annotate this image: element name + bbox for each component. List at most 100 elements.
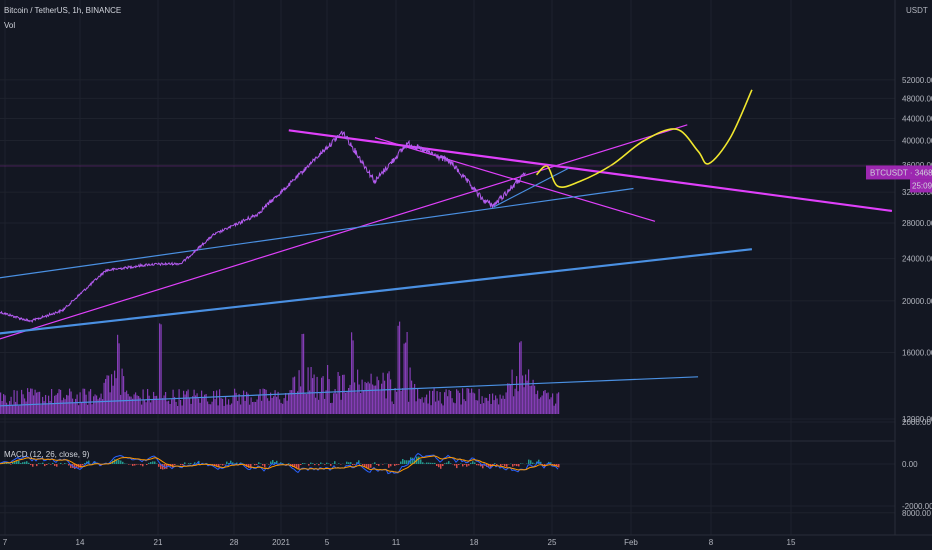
macd-histogram-bar [48,463,50,464]
macd-histogram-bar [320,462,322,464]
currency-label: USDT [906,6,928,15]
macd-histogram-bar [480,464,482,467]
volume-bar [187,389,189,414]
macd-histogram-bar [158,464,160,467]
macd-histogram-bar [272,460,274,464]
macd-histogram-bar [400,461,402,464]
macd-histogram-bar [406,460,408,464]
macd-histogram-bar [50,464,52,465]
last-price-text: BTCUSDT · 34689.94 [870,168,932,177]
macd-histogram-bar [422,462,424,464]
volume-bar [393,404,395,414]
volume-bar [523,387,525,414]
macd-histogram-bar [118,460,120,464]
macd-histogram-bar [462,464,464,467]
volume-bar [15,401,17,414]
volume-bar [498,404,500,414]
volume-bar [109,392,111,414]
x-tick-label: 5 [325,538,330,547]
macd-histogram-bar [376,464,378,465]
volume-bar [193,389,195,414]
macd-histogram-bar [382,464,384,465]
volume-bar [55,394,57,414]
volume-bar [145,402,147,414]
volume-bar [19,405,21,414]
volume-bar [462,388,464,414]
volume-bar [54,395,56,414]
volume-bar [340,399,342,414]
volume-bar [79,392,81,414]
macd-histogram-bar [310,462,312,464]
volume-bar [256,399,258,414]
macd-histogram-bar [532,462,534,464]
macd-histogram-bar [378,464,380,466]
macd-histogram-bar [228,463,230,464]
volume-bar [189,398,191,414]
volume-bar [519,342,521,414]
volume-bar [531,385,533,414]
macd-histogram-bar [40,463,42,464]
volume-bar [550,397,552,414]
volume-bar [390,379,392,414]
volume-bar [204,394,206,414]
volume-bar [423,402,425,414]
macd-histogram-bar [312,463,314,464]
macd-histogram-bar [56,464,58,467]
x-tick-label: Feb [624,538,638,547]
volume-bar [138,396,140,414]
trendline-blue [0,376,699,407]
volume-bar [418,398,420,414]
volume-bar [126,390,128,414]
volume-bar [58,389,60,414]
macd-histogram-bar [14,461,16,464]
macd-histogram-bar [556,464,558,466]
macd-histogram-bar [338,463,340,464]
macd-histogram-bar [88,460,90,464]
volume-bar [330,403,332,414]
volume-bar [346,391,348,414]
volume-bar [67,395,69,414]
volume-bar [94,394,96,414]
macd-histogram-bar [294,464,296,468]
macd-histogram-bar [412,457,414,464]
macd-histogram-bar [554,464,556,466]
volume-bar [42,396,44,414]
macd-histogram-bar [136,464,138,465]
volume-bar [364,381,366,414]
macd-histogram-bar [426,462,428,464]
volume-bar [369,383,371,414]
macd-histogram-bar [340,464,342,465]
volume-bar [16,390,18,414]
macd-histogram-bar [148,462,150,464]
volume-bar [190,403,192,414]
x-tick-label: 8 [709,538,714,547]
macd-histogram-bar [182,464,184,466]
volume-bar [435,401,437,414]
price-tick-label: 44000.00 [902,114,932,123]
macd-histogram-bar [430,462,432,464]
volume-bar [165,392,167,414]
symbol-title: Bitcoin / TetherUS, 1h, BINANCE [4,6,121,15]
volume-bar [237,400,239,414]
volume-bar [160,324,162,414]
volume-bar [376,376,378,414]
volume-bar [76,394,78,414]
volume-bar [483,403,485,414]
volume-bar [73,402,75,414]
volume-bar [291,390,293,414]
volume-bar [348,388,350,414]
macd-histogram-bar [468,464,470,466]
volume-bar [111,374,113,414]
volume-bar [387,373,389,414]
volume-bar [529,385,531,414]
price-tick-label: 36000.00 [902,161,932,170]
volume-bar [457,390,459,414]
macd-histogram-bar [162,464,164,470]
volume-bar [169,404,171,414]
macd-histogram-bar [278,463,280,464]
grid [0,0,895,535]
volume-bar [51,389,53,414]
volume-bar [249,404,251,414]
